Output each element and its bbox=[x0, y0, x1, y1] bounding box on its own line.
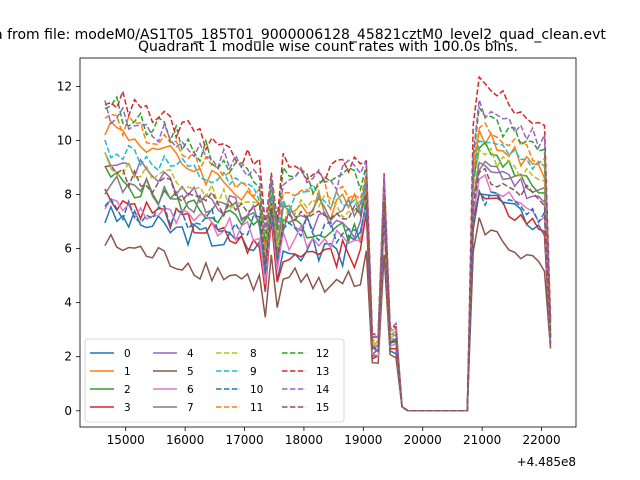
legend-label-2: 2 bbox=[124, 384, 131, 396]
legend-label-1: 1 bbox=[124, 366, 131, 378]
legend-label-8: 8 bbox=[250, 348, 257, 360]
x-tick-label: 21000 bbox=[463, 433, 501, 447]
axis-ticks: 15000 16000 17000 18000 19000 20000 21000 22000… bbox=[57, 79, 561, 447]
series-line-13 bbox=[104, 75, 552, 412]
legend-label-10: 10 bbox=[250, 384, 263, 396]
series-line-4 bbox=[104, 152, 552, 412]
legend-label-3: 3 bbox=[124, 402, 131, 414]
legend-label-11: 11 bbox=[250, 402, 263, 414]
series-line-6 bbox=[104, 173, 552, 412]
legend-label-9: 9 bbox=[250, 366, 257, 378]
series-line-5 bbox=[104, 217, 552, 412]
series-line-11 bbox=[104, 113, 552, 412]
legend-label-5: 5 bbox=[187, 366, 194, 378]
legend-label-7: 7 bbox=[187, 402, 194, 414]
series-layer bbox=[104, 75, 552, 412]
legend-label-12: 12 bbox=[316, 348, 329, 360]
x-tick-label: 19000 bbox=[344, 433, 382, 447]
series-line-1 bbox=[104, 120, 552, 412]
x-tick-label: 16000 bbox=[166, 433, 204, 447]
y-tick-label: 0 bbox=[64, 404, 72, 418]
legend-label-6: 6 bbox=[187, 384, 194, 396]
legend-label-13: 13 bbox=[316, 366, 329, 378]
legend-label-4: 4 bbox=[187, 348, 194, 360]
legend-label-14: 14 bbox=[316, 384, 330, 396]
y-tick-label: 8 bbox=[64, 188, 72, 202]
legend-label-15: 15 bbox=[316, 402, 329, 414]
series-line-7 bbox=[104, 160, 552, 412]
x-tick-label: 17000 bbox=[225, 433, 263, 447]
x-tick-label: 20000 bbox=[404, 433, 442, 447]
x-tick-label: 15000 bbox=[107, 433, 145, 447]
series-line-12 bbox=[104, 95, 552, 412]
y-tick-label: 4 bbox=[64, 296, 72, 310]
series-line-10 bbox=[104, 188, 552, 412]
y-tick-label: 2 bbox=[64, 350, 72, 364]
x-tick-label: 22000 bbox=[522, 433, 560, 447]
chart-title: Quadrant 1 module wise count rates with … bbox=[138, 39, 518, 55]
legend-label-0: 0 bbox=[124, 348, 131, 360]
series-line-2 bbox=[104, 140, 552, 412]
y-tick-label: 6 bbox=[64, 242, 72, 256]
y-tick-label: 12 bbox=[57, 79, 72, 93]
series-line-15 bbox=[104, 164, 552, 412]
y-tick-label: 10 bbox=[57, 133, 72, 147]
x-tick-label: 18000 bbox=[285, 433, 323, 447]
figure-suptitle: ata from file: modeM0/AS1T05_185T01_9000… bbox=[0, 27, 606, 43]
legend-frame bbox=[84, 338, 345, 423]
series-line-9 bbox=[104, 139, 552, 412]
x-offset-label: +4.485e8 bbox=[517, 455, 576, 469]
plot-frame bbox=[79, 57, 577, 428]
series-line-14 bbox=[104, 99, 552, 412]
